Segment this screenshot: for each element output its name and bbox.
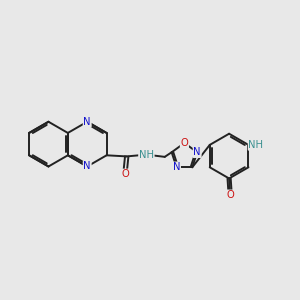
Text: N: N [83, 117, 91, 127]
Text: N: N [194, 147, 201, 157]
Text: O: O [181, 138, 188, 148]
Text: N: N [173, 162, 180, 172]
Text: NH: NH [139, 150, 154, 160]
Text: O: O [121, 169, 129, 179]
Text: N: N [83, 161, 91, 172]
Text: O: O [226, 190, 234, 200]
Text: NH: NH [248, 140, 263, 150]
